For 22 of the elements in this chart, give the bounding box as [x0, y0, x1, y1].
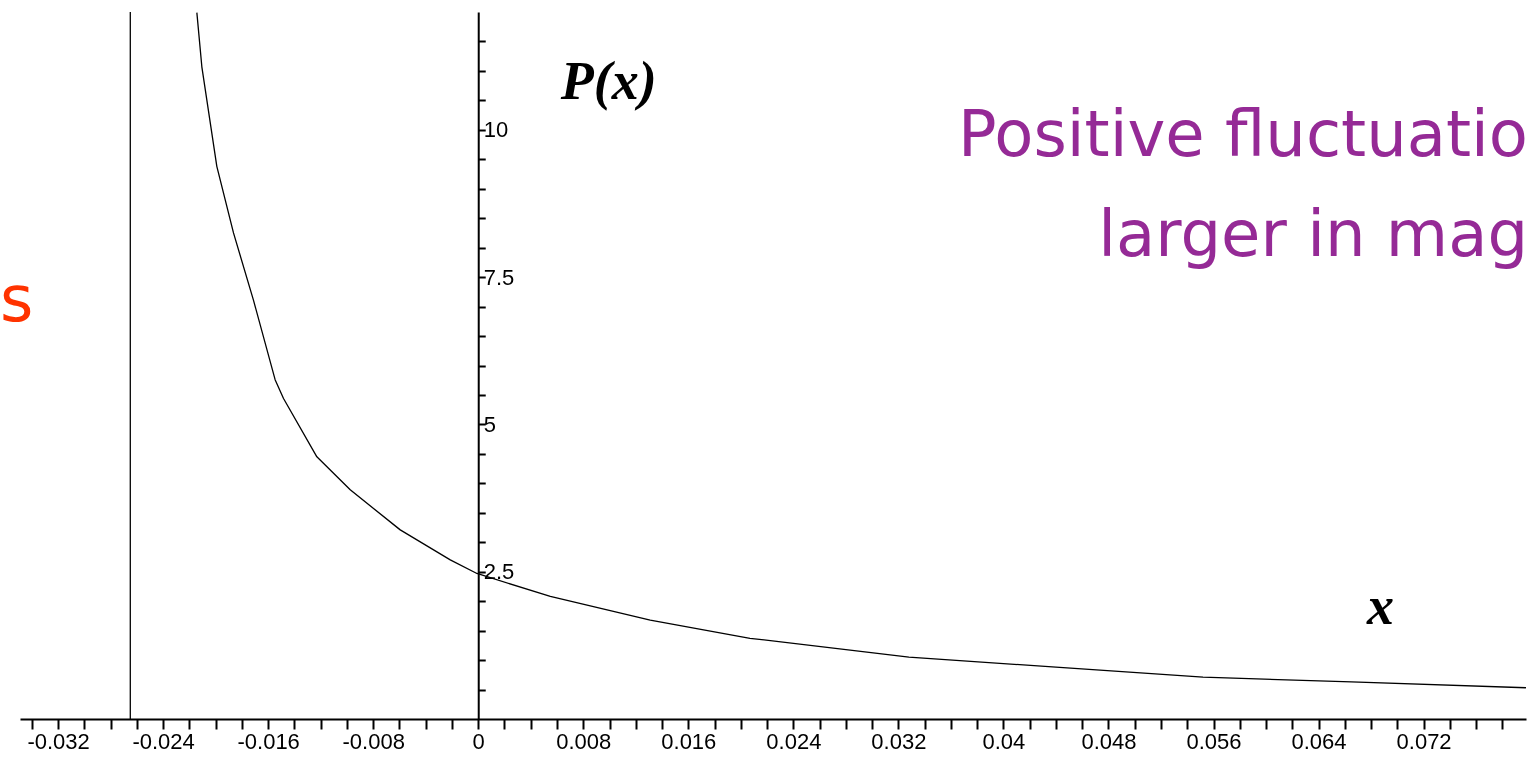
x-tick-label: 0 [472, 728, 485, 754]
y-tick-label: 7.5 [483, 264, 515, 290]
x-tick-label: 0.024 [766, 728, 822, 754]
x-tick-label: 0.064 [1291, 728, 1347, 754]
x-tick-label: -0.016 [237, 728, 300, 754]
y-tick-label: 10 [483, 117, 509, 143]
x-tick-label: -0.024 [132, 728, 195, 754]
x-tick-label: 0.04 [982, 728, 1026, 754]
y-axis-title: P(x) [559, 50, 657, 111]
x-tick-label: 0.032 [871, 728, 927, 754]
x-tick-label: 0.056 [1186, 728, 1242, 754]
annotation: Positive fluctuatio larger in mag [957, 97, 1528, 271]
y-tick-label: 2.5 [483, 559, 515, 585]
x-tick-label: 0.048 [1081, 728, 1137, 754]
x-axis-title: x [1366, 575, 1394, 636]
y-tick-label: 5 [483, 411, 496, 437]
x-tick-label: -0.008 [342, 728, 405, 754]
x-tick-label: 0.016 [661, 728, 717, 754]
x-tick-label: 0.072 [1396, 728, 1452, 754]
annotation: s [0, 262, 34, 336]
x-tick-label: -0.032 [27, 728, 90, 754]
x-tick-label: 0.008 [556, 728, 612, 754]
